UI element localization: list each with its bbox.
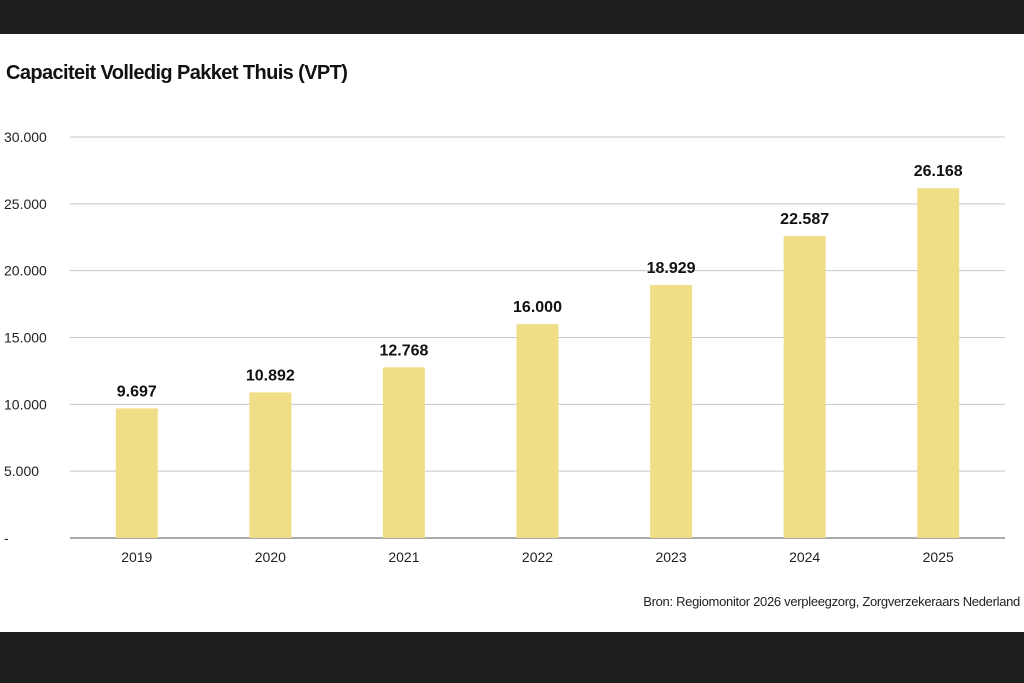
y-tick-label: 25.000 <box>4 196 47 212</box>
bar-2024 <box>783 236 826 538</box>
chart-panel: Capaciteit Volledig Pakket Thuis (VPT) -… <box>0 34 1024 632</box>
chart-title: Capaciteit Volledig Pakket Thuis (VPT) <box>6 62 348 84</box>
bar-2025 <box>917 188 960 538</box>
bar-2020 <box>249 392 292 538</box>
x-tick-label-2025: 2025 <box>923 549 954 565</box>
x-tick-label-2023: 2023 <box>655 549 686 565</box>
bar-2019 <box>115 408 158 538</box>
y-tick-label: 30.000 <box>4 129 47 145</box>
y-tick-label: 15.000 <box>4 330 47 346</box>
x-tick-label-2022: 2022 <box>522 549 553 565</box>
y-tick-label: 5.000 <box>4 463 39 479</box>
data-label-2020: 10.892 <box>246 367 295 384</box>
source-note: Bron: Regiomonitor 2026 verpleegzorg, Zo… <box>643 594 1020 609</box>
x-axis-ticks: 2019 2020 2021 2022 2023 2024 2025 <box>121 549 954 565</box>
x-tick-label-2021: 2021 <box>388 549 419 565</box>
data-label-2019: 9.697 <box>117 383 157 400</box>
bar-2021 <box>382 367 425 538</box>
bar-chart: - 5.000 10.000 15.000 20.000 25.000 30.000 9.6… <box>4 129 1005 565</box>
x-tick-label-2024: 2024 <box>789 549 820 565</box>
y-tick-label: 20.000 <box>4 263 47 279</box>
y-axis-ticks: - 5.000 10.000 15.000 20.000 25.000 30.000 <box>4 129 47 546</box>
data-label-2022: 16.000 <box>513 299 562 316</box>
x-tick-label-2020: 2020 <box>255 549 286 565</box>
data-label-2024: 22.587 <box>780 211 829 228</box>
y-tick-label: 10.000 <box>4 396 47 412</box>
data-label-2025: 26.168 <box>914 163 963 180</box>
data-label-2021: 12.768 <box>379 342 428 359</box>
bar-2022 <box>516 324 559 538</box>
bars <box>115 188 960 538</box>
y-tick-label: - <box>4 530 9 546</box>
x-tick-label-2019: 2019 <box>121 549 152 565</box>
data-labels: 9.697 10.892 12.768 16.000 18.929 22.587 26.16… <box>117 163 963 400</box>
data-label-2023: 18.929 <box>647 260 696 277</box>
bar-2023 <box>650 284 693 538</box>
